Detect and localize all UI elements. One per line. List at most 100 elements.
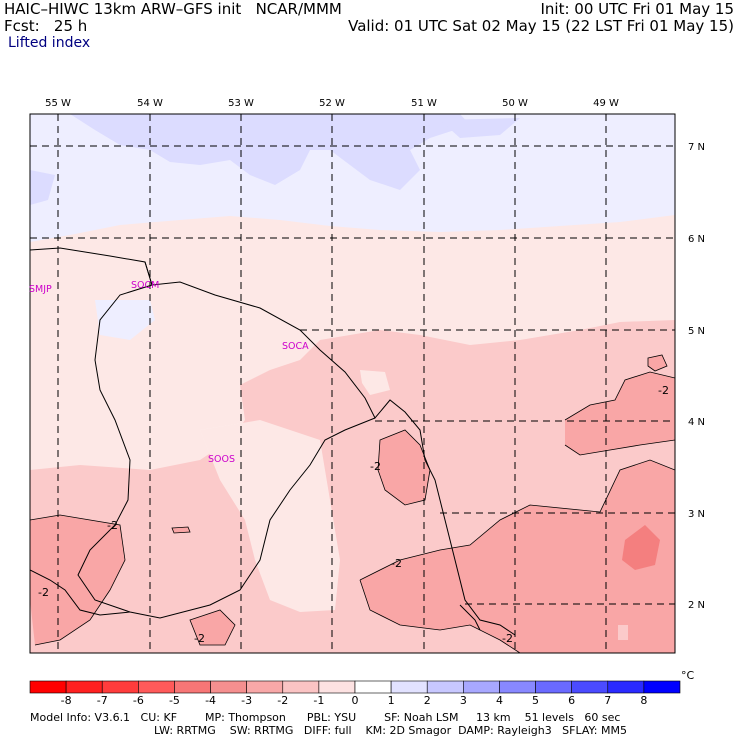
colorbar-label: 8	[640, 694, 647, 707]
colorbar-label: 0	[352, 694, 359, 707]
colorbar-swatch	[174, 680, 211, 694]
station-label: SOCA	[282, 341, 309, 352]
colorbar-swatch	[607, 680, 645, 694]
field-neg2-spot	[648, 355, 667, 371]
lon-label: 50 W	[502, 98, 528, 109]
colorbar-swatch	[390, 680, 428, 694]
colorbar-unit: °C	[681, 669, 695, 682]
model-info-line-2: LW: RRTMG SW: RRTMG DIFF: full KM: 2D Sm…	[154, 724, 627, 737]
colorbar-label: -6	[133, 694, 144, 707]
contour-west	[30, 514, 126, 646]
lon-label: 49 W	[593, 98, 619, 109]
field-neg0-small	[360, 370, 390, 395]
latitude-axis: 7 N 6 N 5 N 4 N 3 N 2 N	[688, 142, 705, 611]
stations: SMJP SOCM SOCA SOOS	[29, 280, 309, 465]
colorbar: -8 -7 -6 -5 -4 -3 -2 -1 0 1 2 3 4 5 6 7 8 °C	[29, 669, 695, 707]
colorbar-label: -2	[277, 694, 288, 707]
colorbar-swatch	[318, 680, 356, 694]
field-neg3-core	[622, 525, 660, 570]
field-neg2-cell-1	[378, 430, 430, 505]
colorbar-swatch	[210, 680, 247, 694]
plot-title: HAIC–HIWC 13km ARW–GFS init NCAR/MMM	[4, 0, 342, 18]
lat-label: 3 N	[688, 509, 705, 520]
field-neg2-west	[30, 515, 125, 645]
colorbar-swatch	[643, 680, 681, 694]
longitude-axis: 55 W 54 W 53 W 52 W 51 W 50 W 49 W	[45, 98, 619, 109]
contour-label: -2	[370, 460, 381, 473]
forecast-hour: Fcst: 25 h	[4, 17, 88, 35]
lon-label: 53 W	[228, 98, 254, 109]
contour-southwest-arc	[359, 579, 521, 653]
colorbar-label: 5	[532, 694, 539, 707]
colorbar-swatch	[535, 680, 572, 694]
contour-label: -2	[502, 632, 513, 645]
field-positive-west	[30, 170, 55, 205]
field-neg2-sliver	[172, 527, 190, 533]
lat-lon-grid	[30, 114, 675, 653]
contour-east-bottom	[564, 439, 675, 456]
colorbar-label: -1	[313, 694, 324, 707]
colorbar-label: 2	[424, 694, 431, 707]
init-time: Init: 00 UTC Fri 01 May 15	[540, 0, 734, 18]
contour-sliver	[171, 526, 191, 534]
lat-label: 6 N	[688, 234, 705, 245]
field-positive-core	[70, 114, 470, 190]
colorbar-swatch	[499, 680, 536, 694]
lifted-index-shading	[30, 114, 675, 653]
colorbar-swatch	[138, 680, 175, 694]
lon-label: 52 W	[319, 98, 345, 109]
colorbar-swatch	[29, 680, 67, 694]
contour-label: -2	[391, 557, 402, 570]
colorbar-label: 4	[496, 694, 503, 707]
contours	[30, 354, 675, 653]
contour-labels: -2 -2 -2 -2 -2 -2 -2	[38, 384, 669, 645]
field-neg2-south	[190, 610, 235, 645]
border-west	[77, 261, 376, 619]
lat-label: 7 N	[688, 142, 705, 153]
colorbar-label: -3	[241, 694, 252, 707]
station-label: SOCM	[131, 280, 159, 291]
colorbar-swatch	[246, 680, 284, 694]
field-neg1-spot	[618, 625, 628, 640]
contour-spot	[647, 354, 668, 372]
border-east	[459, 604, 481, 631]
station-label: SMJP	[29, 284, 52, 295]
valid-time: Valid: 01 UTC Sat 02 May 15 (22 LST Fri …	[348, 17, 734, 35]
contour-south	[189, 609, 236, 646]
colorbar-swatch	[571, 680, 609, 694]
lat-label: 2 N	[688, 600, 705, 611]
contour-label: -2	[107, 519, 118, 532]
border-south	[30, 569, 131, 616]
field-positive-east	[440, 118, 520, 138]
contour-cell-1	[377, 429, 431, 506]
contour-label: -2	[38, 586, 49, 599]
field-pale-1	[95, 300, 155, 340]
field-neg0-pocket	[200, 420, 340, 612]
contour-label: -2	[194, 632, 205, 645]
field-neg2-east	[565, 372, 675, 455]
colorbar-swatch	[426, 680, 464, 694]
colorbar-label: 7	[604, 694, 611, 707]
station-label: SOOS	[208, 454, 235, 465]
lon-label: 54 W	[137, 98, 163, 109]
colorbar-label: 6	[568, 694, 575, 707]
colorbar-swatch	[65, 680, 103, 694]
lat-label: 5 N	[688, 326, 705, 337]
colorbar-swatch	[282, 680, 320, 694]
contour-east-top	[564, 371, 675, 421]
map-frame	[29, 113, 676, 654]
colorbar-swatch	[463, 680, 500, 694]
colorbar-swatch	[354, 680, 392, 694]
colorbar-label: -7	[97, 694, 108, 707]
colorbar-label: 3	[460, 694, 467, 707]
coastline-borders	[30, 247, 516, 636]
lat-label: 4 N	[688, 417, 705, 428]
colorbar-label: -8	[61, 694, 72, 707]
model-info-line-1: Model Info: V3.6.1 CU: KF MP: Thompson P…	[30, 711, 621, 724]
colorbar-label: -4	[205, 694, 216, 707]
lon-label: 55 W	[45, 98, 71, 109]
colorbar-label: 1	[388, 694, 395, 707]
contour-label: -2	[658, 384, 669, 397]
colorbar-label: -5	[169, 694, 180, 707]
